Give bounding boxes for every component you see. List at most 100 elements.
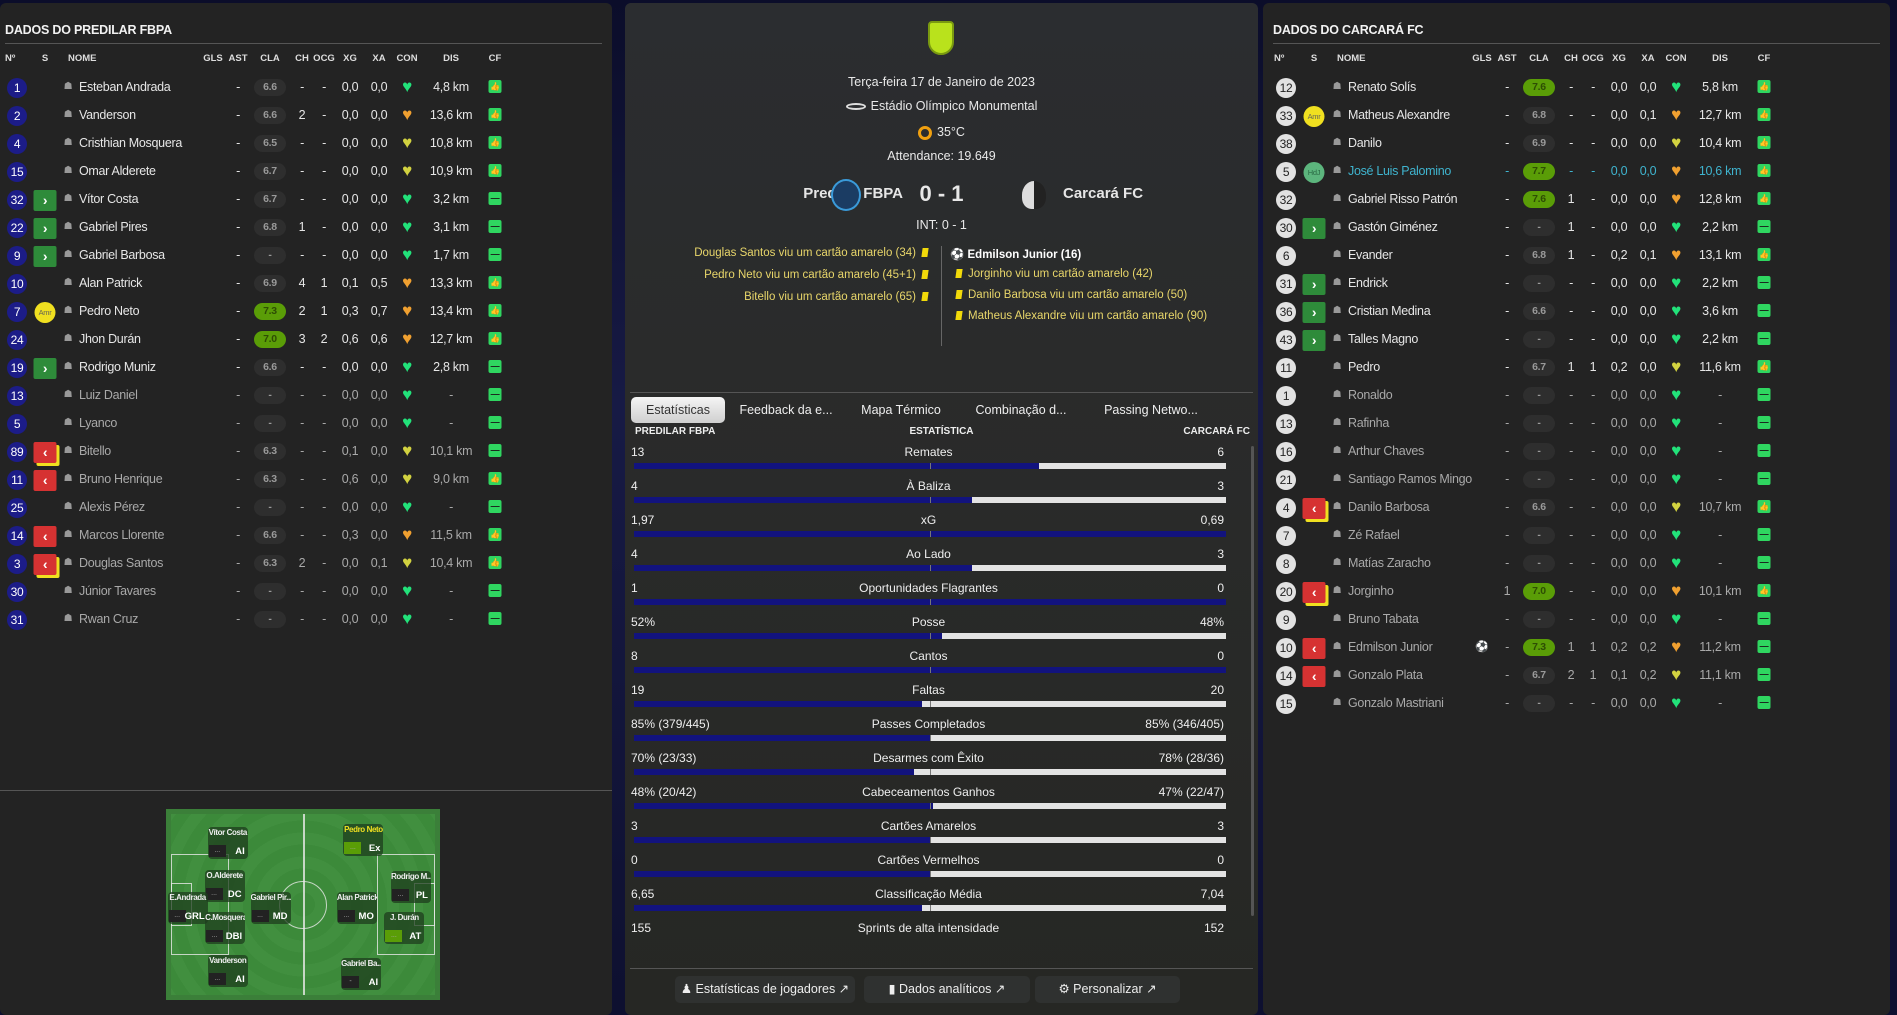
player-name[interactable]: Douglas Santos — [79, 556, 164, 570]
analytics-button[interactable]: ▮ Dados analíticos ↗ — [864, 976, 1030, 1003]
column-header-ocg[interactable]: OCG — [313, 53, 335, 64]
column-header-cla[interactable]: CLA — [260, 53, 280, 64]
table-row[interactable]: 22 › ☗ Gabriel Pires - 1 - 0,0 0,0 3,1 km 6.8 ♥ — — [0, 215, 612, 241]
table-row[interactable]: 1 ☗ Ronaldo - - -0,0 0,0- - ♥ — — [1263, 383, 1890, 409]
tab-4[interactable]: Passing Netwo... — [1104, 403, 1198, 417]
pitch-player-card[interactable]: Alan Patrick... MO — [336, 891, 377, 924]
player-name[interactable]: Zé Rafael — [1348, 528, 1400, 542]
table-row[interactable]: 12 ☗ Renato Solís - - - 0,0 0,0 5,8 km 7.6 ♥ 👍 — [1263, 75, 1890, 101]
player-stats-button[interactable]: ♟ Estatísticas de jogadores ↗ — [675, 976, 855, 1003]
column-header-gls[interactable]: GLS — [203, 53, 223, 64]
table-row[interactable]: 19 › ☗ Rodrigo Muniz - - - 0,0 0,0 2,8 km 6.6 ♥ — — [0, 355, 612, 381]
table-row[interactable]: 2 ☗ Vanderson - 2 - 0,0 0,0 13,6 km 6.6 ♥ 👍 — [0, 103, 612, 129]
column-header-cla[interactable]: CLA — [1529, 53, 1549, 64]
player-name[interactable]: Luiz Daniel — [79, 388, 138, 402]
column-header-s[interactable]: S — [41, 53, 49, 64]
tab-0[interactable]: Estatísticas — [631, 397, 725, 423]
player-name[interactable]: Alan Patrick — [79, 276, 143, 290]
table-row[interactable]: 43 › ☗ Talles Magno - - -0,0 0,0 2,2 km - ♥ — — [1263, 327, 1890, 353]
player-name[interactable]: Matheus Alexandre — [1348, 108, 1450, 122]
player-name[interactable]: Gonzalo Mastriani — [1348, 696, 1444, 710]
column-header-con[interactable]: CON — [396, 53, 418, 64]
column-header-ch[interactable]: CH — [295, 53, 309, 64]
player-name[interactable]: Endrick — [1348, 276, 1388, 290]
player-name[interactable]: Evander — [1348, 248, 1393, 262]
player-name[interactable]: Gonzalo Plata — [1348, 668, 1423, 682]
tab-1[interactable]: Feedback da e... — [739, 403, 833, 417]
player-name[interactable]: Jhon Durán — [79, 332, 141, 346]
column-header-s[interactable]: S — [1310, 53, 1318, 64]
table-row[interactable]: 4 ☗ Cristhian Mosquera - - - 0,0 0,0 10,8 km 6.5 ♥… — [0, 131, 612, 157]
table-row[interactable]: 89 ‹ ☗ Bitello - - - 0,1 0,0 10,1 km 6.3 ♥ — — [0, 439, 612, 465]
column-header-dis[interactable]: DIS — [443, 53, 459, 64]
column-header-dis[interactable]: DIS — [1712, 53, 1728, 64]
table-row[interactable]: 21 ☗ Santiago Ramos Mingo - - -0,0 0,0- - ♥ — — [1263, 467, 1890, 493]
player-name[interactable]: Pedro — [1348, 360, 1380, 374]
player-name[interactable]: Rodrigo Muniz — [79, 360, 156, 374]
tab-2[interactable]: Mapa Térmico — [861, 403, 941, 417]
player-name[interactable]: Matías Zaracho — [1348, 556, 1431, 570]
table-row[interactable]: 32 ☗ Gabriel Risso Patrón - 1 - 0,0 0,0 12,8 km 7… — [1263, 187, 1890, 213]
table-row[interactable]: 7 Amr ☗ Pedro Neto - 2 1 0,3 0,7 13,4 km 7.3 ♥ 👍 — [0, 299, 612, 325]
player-name[interactable]: Gabriel Pires — [79, 220, 148, 234]
table-row[interactable]: 20 ‹ ☗ Jorginho 1 - - 0,0 0,0 10,1 km 7.0 ♥ 👍 — [1263, 579, 1890, 605]
table-row[interactable]: 6 ☗ Evander - 1 - 0,2 0,1 13,1 km 6.8 ♥ 👍 — [1263, 243, 1890, 269]
pitch-player-card[interactable]: Gabriel Pir...... MD — [250, 891, 291, 924]
pitch-player-card[interactable]: Pedro Neto... Ex — [343, 824, 384, 857]
column-header-xa[interactable]: XA — [372, 53, 386, 64]
column-header-ast[interactable]: AST — [1497, 53, 1517, 64]
player-name[interactable]: Esteban Andrada — [79, 80, 171, 94]
pitch-player-card[interactable]: Gabriel Ba... - AI — [341, 958, 382, 991]
player-name[interactable]: Cristhian Mosquera — [79, 136, 182, 150]
player-name[interactable]: Rafinha — [1348, 416, 1389, 430]
column-header-name[interactable]: NOME — [68, 53, 97, 64]
column-header-con[interactable]: CON — [1665, 53, 1687, 64]
table-row[interactable]: 9 ☗ Bruno Tabata - - -0,0 0,0- - ♥ — — [1263, 607, 1890, 633]
player-name[interactable]: Ronaldo — [1348, 388, 1393, 402]
table-row[interactable]: 8 ☗ Matías Zaracho - - -0,0 0,0- - ♥ — — [1263, 551, 1890, 577]
column-header-cf[interactable]: CF — [488, 53, 502, 64]
table-row[interactable]: 1 ☗ Esteban Andrada - - - 0,0 0,0 4,8 km 6.6 ♥ 👍 — [0, 75, 612, 101]
player-name[interactable]: Jorginho — [1348, 584, 1394, 598]
scrollbar[interactable] — [1251, 446, 1254, 916]
player-name[interactable]: Vanderson — [79, 108, 136, 122]
table-row[interactable]: 15 ☗ Omar Alderete - - - 0,0 0,0 10,9 km 6.7 ♥ 👍 — [0, 159, 612, 185]
player-name[interactable]: Vítor Costa — [79, 192, 139, 206]
player-name[interactable]: Cristian Medina — [1348, 304, 1431, 318]
column-header-ocg[interactable]: OCG — [1582, 53, 1604, 64]
player-name[interactable]: Lyanco — [79, 416, 118, 430]
table-row[interactable]: 14 ‹ ☗ Marcos Llorente - - - 0,3 0,0 11,5 km 6.6 ♥ 👍 — [0, 523, 612, 549]
player-name[interactable]: Santiago Ramos Mingo — [1348, 472, 1472, 486]
player-name[interactable]: Renato Solís — [1348, 80, 1416, 94]
player-name[interactable]: Pedro Neto — [79, 304, 140, 318]
pitch-player-card[interactable]: E.Andrada... GRL — [167, 891, 208, 924]
table-row[interactable]: 7 ☗ Zé Rafael - - -0,0 0,0- - ♥ — — [1263, 523, 1890, 549]
table-row[interactable]: 13 ☗ Luiz Daniel - - -0,0 0,0- - ♥ — — [0, 383, 612, 409]
player-name[interactable]: Bitello — [79, 444, 111, 458]
tab-3[interactable]: Combinação d... — [975, 403, 1067, 417]
player-name[interactable]: Bruno Henrique — [79, 472, 163, 486]
column-header-ch[interactable]: CH — [1564, 53, 1578, 64]
table-row[interactable]: 10 ‹ ☗ Edmilson Junior ⚽ - 1 1 0,2 0,2 11,2 km 7.3 ♥… — [1263, 635, 1890, 661]
player-name[interactable]: Edmilson Junior — [1348, 640, 1433, 654]
player-name[interactable]: Gastón Giménez — [1348, 220, 1438, 234]
pitch-player-card[interactable]: Vítor Costa... AI — [207, 826, 248, 859]
column-header-no[interactable]: Nº — [1274, 53, 1285, 64]
table-row[interactable]: 31 ☗ Rwan Cruz - - -0,0 0,0- - ♥ — — [0, 607, 612, 633]
player-name[interactable]: Danilo — [1348, 136, 1382, 150]
player-name[interactable]: José Luis Palomino — [1348, 164, 1451, 178]
table-row[interactable]: 4 ‹ ☗ Danilo Barbosa - - - 0,0 0,0 10,7 km 6.6 ♥ 👍 — [1263, 495, 1890, 521]
table-row[interactable]: 36 › ☗ Cristian Medina - - - 0,0 0,0 3,6 km 6.6 ♥ — — [1263, 299, 1890, 325]
column-header-no[interactable]: Nº — [5, 53, 16, 64]
column-header-xg[interactable]: XG — [343, 53, 357, 64]
table-row[interactable]: 5 HdJ ☗ José Luis Palomino - - - 0,0 0,0 10,6 km 7… — [1263, 159, 1890, 185]
player-name[interactable]: Bruno Tabata — [1348, 612, 1419, 626]
table-row[interactable]: 31 › ☗ Endrick - - -0,0 0,0 2,2 km - ♥ — — [1263, 271, 1890, 297]
column-header-xa[interactable]: XA — [1641, 53, 1655, 64]
table-row[interactable]: 30 ☗ Júnior Tavares - - -0,0 0,0- - ♥ — — [0, 579, 612, 605]
pitch-player-card[interactable]: O.Alderete... DC — [204, 869, 245, 902]
table-row[interactable]: 32 › ☗ Vítor Costa - - - 0,0 0,0 3,2 km 6.7 ♥ — — [0, 187, 612, 213]
customize-button[interactable]: ⚙ Personalizar ↗ — [1035, 976, 1180, 1003]
table-row[interactable]: 5 ☗ Lyanco - - -0,0 0,0- - ♥ — — [0, 411, 612, 437]
table-row[interactable]: 11 ‹ ☗ Bruno Henrique - - - 0,6 0,0 9,0 km 6.3 ♥ 👍 — [0, 467, 612, 493]
